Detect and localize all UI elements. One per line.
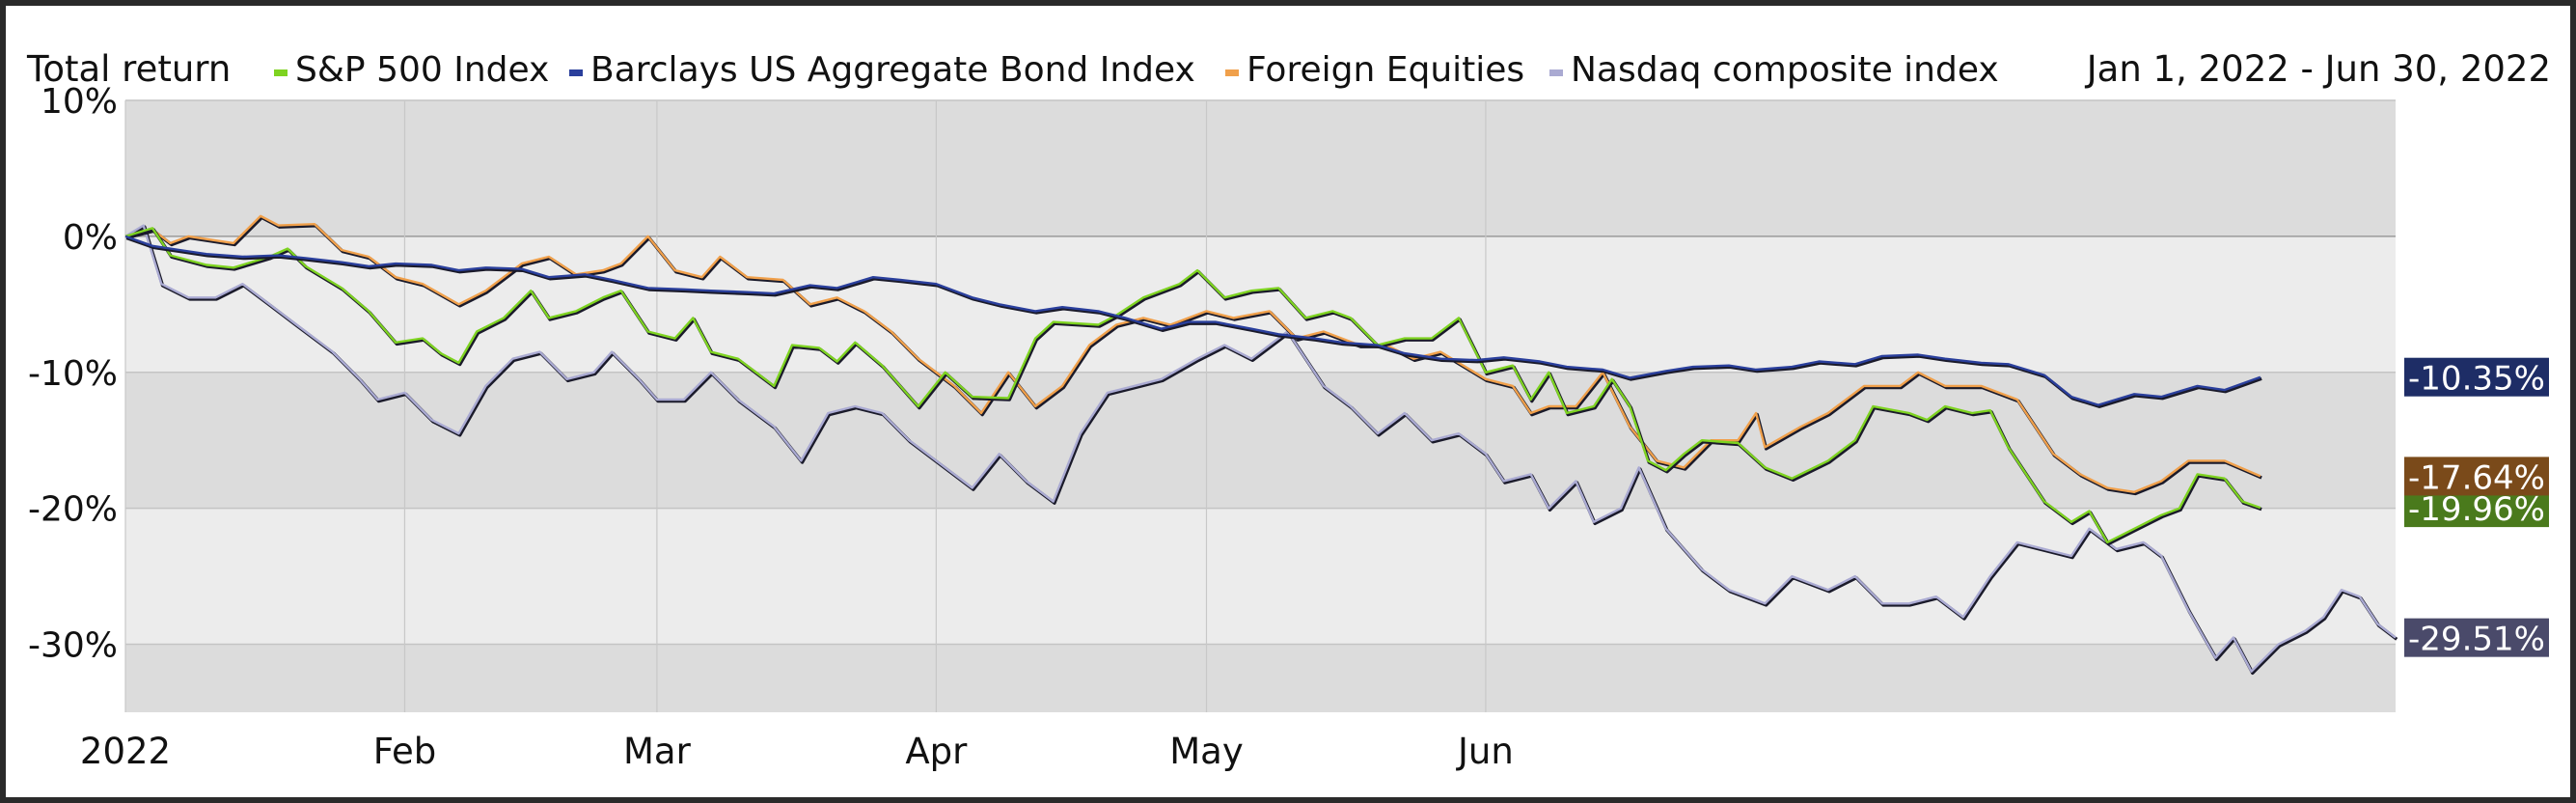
series-line-s-p-500-index[interactable] (124, 227, 2261, 544)
end-label-box (2404, 618, 2549, 657)
x-tick-label: Apr (905, 731, 968, 772)
y-tick-label: -20% (28, 490, 118, 530)
plot-band (125, 372, 2396, 509)
end-label-value: -29.51% (2408, 621, 2545, 659)
plot-band (125, 508, 2396, 645)
series-line-foreign-equities[interactable] (124, 214, 2261, 493)
y-tick-label: 0% (63, 218, 118, 258)
legend-swatch[interactable] (1225, 69, 1239, 76)
chart-title: Total return (26, 48, 231, 90)
date-range: Jan 1, 2022 - Jun 30, 2022 (2085, 48, 2551, 90)
y-tick-label: 10% (41, 82, 118, 122)
plot-band (125, 235, 2396, 373)
legend-item-label[interactable]: Nasdaq composite index (1571, 50, 1999, 90)
series-shadow-s-p-500-index (125, 228, 2262, 546)
end-label-box (2404, 357, 2549, 397)
x-tick-label: Mar (623, 731, 692, 772)
legend-item-label[interactable]: Barclays US Aggregate Bond Index (590, 50, 1195, 90)
plot-band (125, 100, 2396, 236)
series-line-nasdaq-composite-index[interactable] (124, 224, 2397, 673)
series-shadow-barclays-us-aggregate-bond-index (125, 235, 2262, 408)
legend-swatch[interactable] (1549, 69, 1563, 76)
end-label-value: -10.35% (2408, 360, 2545, 399)
series-line-barclays-us-aggregate-bond-index[interactable] (124, 235, 2261, 406)
chart: 10% 0% -10% -20% -30% 2022 Feb Mar Apr May Jun -1… (26, 48, 2551, 772)
x-tick-label: 2022 (80, 731, 171, 772)
end-label-value: -19.96% (2408, 490, 2545, 529)
end-label-box (2404, 457, 2549, 496)
plot-band (125, 644, 2396, 712)
legend-item-label[interactable]: S&P 500 Index (295, 50, 549, 90)
x-tick-label: May (1169, 731, 1244, 772)
x-tick-label: Jun (1456, 731, 1514, 772)
y-tick-label: -30% (28, 626, 118, 666)
end-label-value: -17.64% (2408, 458, 2545, 497)
y-tick-label: -10% (28, 354, 118, 394)
legend-swatch[interactable] (274, 69, 288, 76)
legend-item-label[interactable]: Foreign Equities (1247, 50, 1524, 90)
legend-swatch[interactable] (569, 69, 583, 76)
x-tick-label: Feb (373, 731, 437, 772)
